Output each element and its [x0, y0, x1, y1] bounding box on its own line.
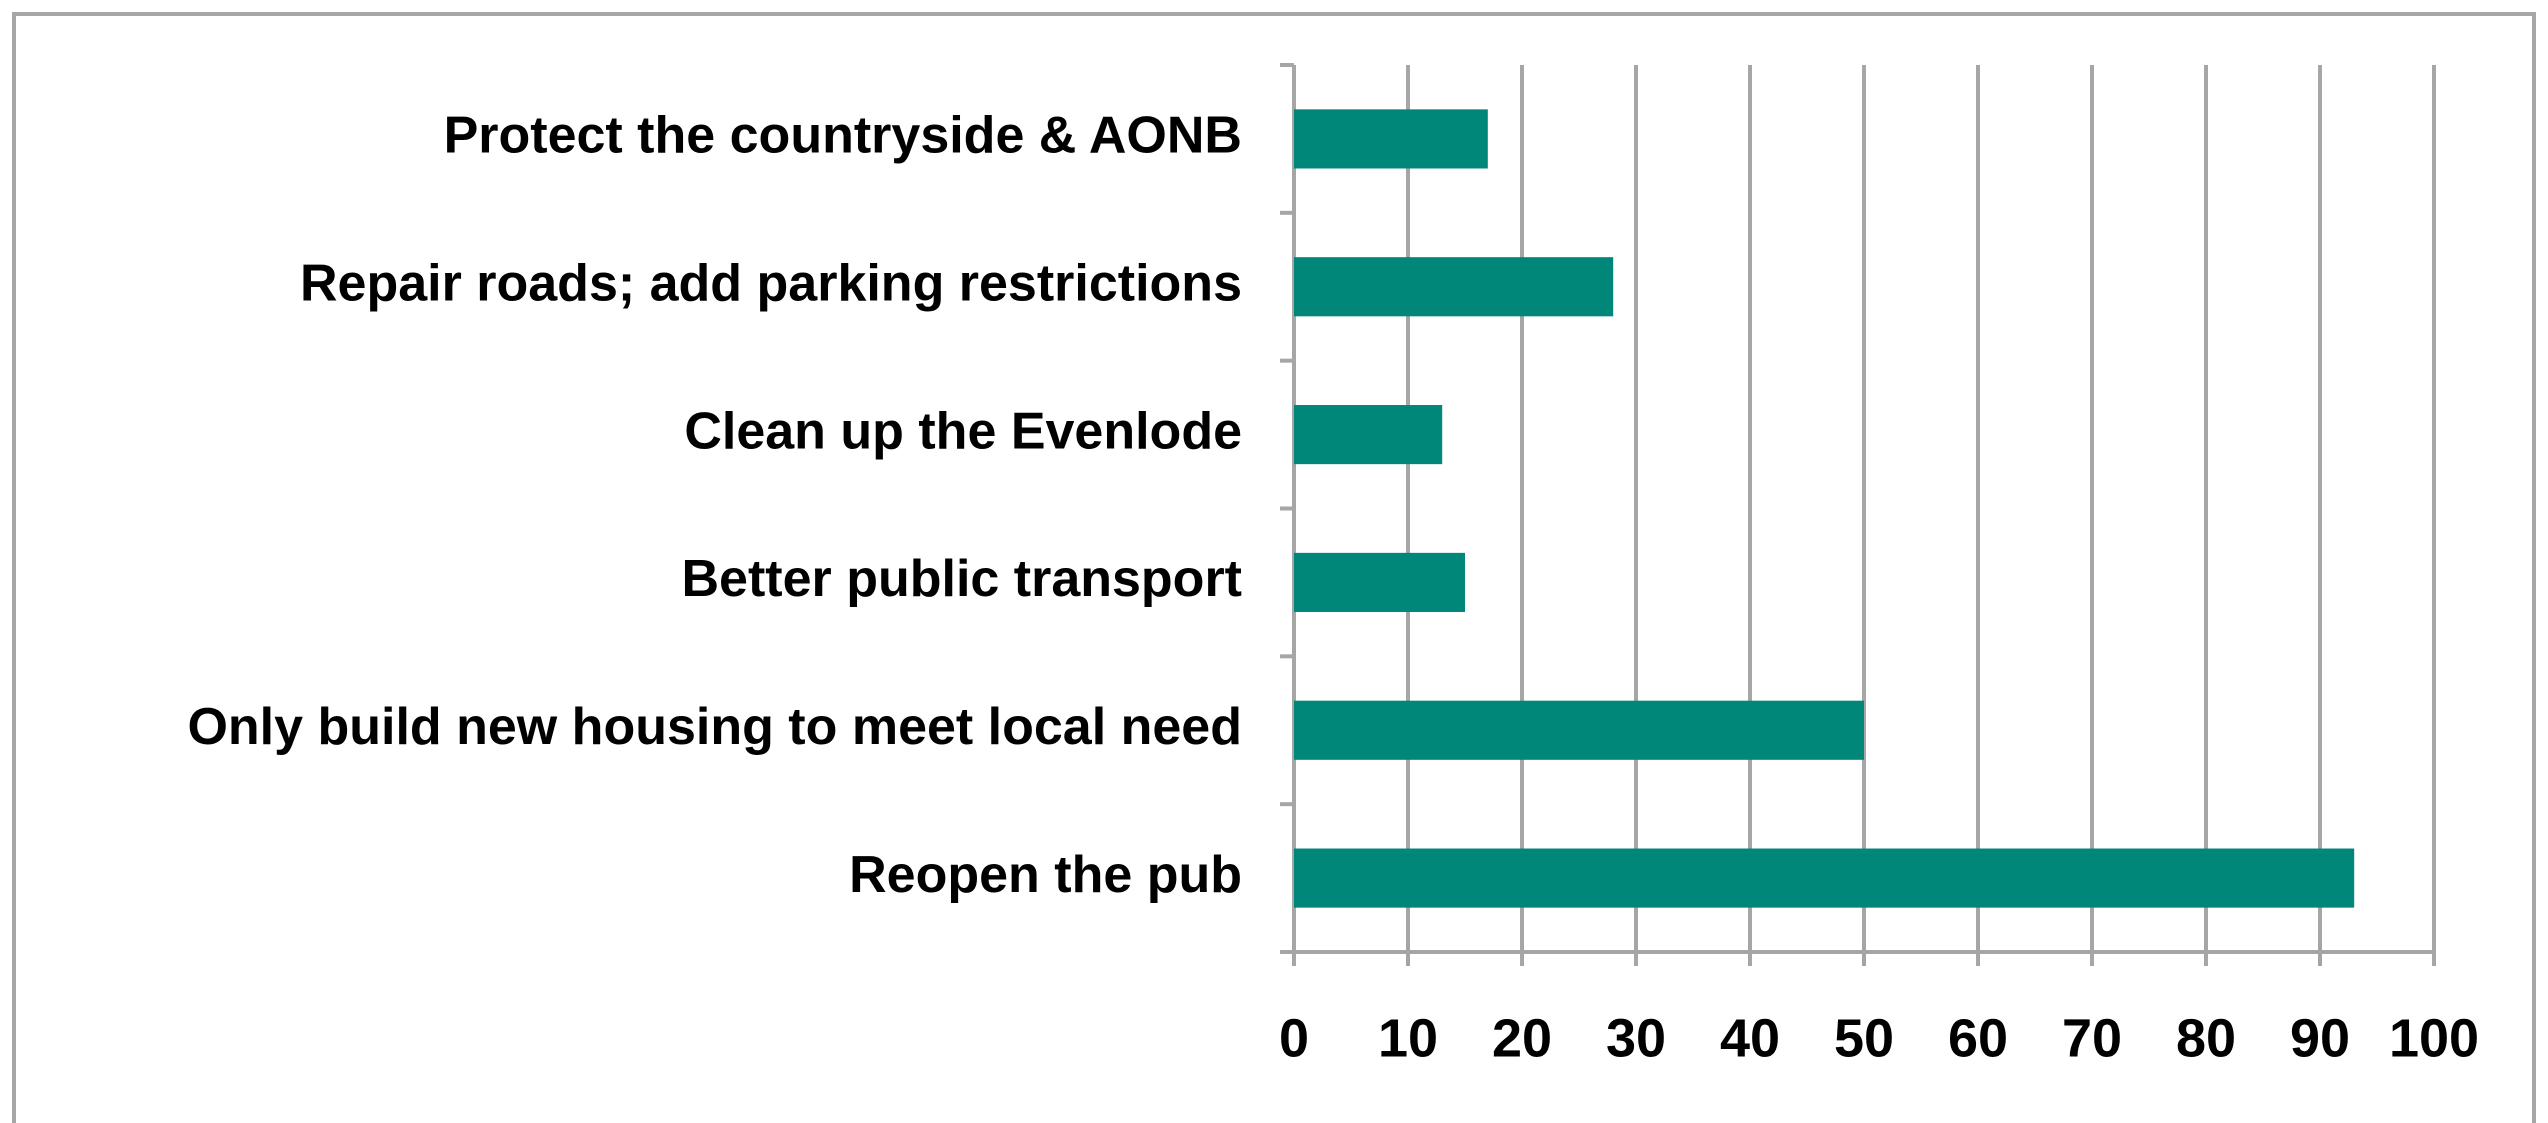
y-tick-label: Repair roads; add parking restrictions	[300, 254, 1242, 312]
chart-frame	[12, 12, 2536, 1123]
x-tick-label: 70	[2062, 1008, 2122, 1068]
bar	[1294, 552, 1465, 612]
x-tick-label: 80	[2176, 1008, 2236, 1068]
y-tick-label: Better public transport	[682, 550, 1243, 608]
x-tick-label: 90	[2290, 1008, 2350, 1068]
y-tick-label: Only build new housing to meet local nee…	[187, 698, 1242, 756]
y-tick-label: Reopen the pub	[849, 846, 1242, 904]
x-tick-label: 100	[2389, 1008, 2479, 1068]
y-tick-label: Clean up the Evenlode	[684, 402, 1242, 460]
bar	[1294, 109, 1488, 169]
x-tick-label: 50	[1834, 1008, 1894, 1068]
bar	[1294, 700, 1864, 760]
x-tick-label: 20	[1492, 1008, 1552, 1068]
x-tick-label: 10	[1378, 1008, 1438, 1068]
x-tick-label: 40	[1720, 1008, 1780, 1068]
bar	[1294, 848, 2355, 908]
x-tick-label: 60	[1948, 1008, 2008, 1068]
x-tick-label: 30	[1606, 1008, 1666, 1068]
x-tick-label: 0	[1279, 1008, 1309, 1068]
bar	[1294, 405, 1443, 465]
bar	[1294, 257, 1614, 317]
y-tick-label: Protect the countryside & AONB	[444, 107, 1242, 165]
